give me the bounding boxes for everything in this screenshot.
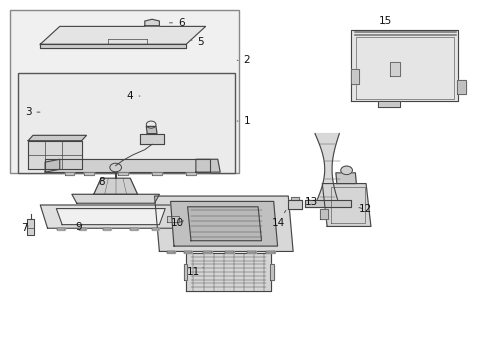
Polygon shape <box>56 208 165 225</box>
Polygon shape <box>146 126 157 134</box>
Polygon shape <box>28 141 81 169</box>
Polygon shape <box>246 251 255 253</box>
Text: 13: 13 <box>305 197 318 207</box>
Polygon shape <box>196 159 220 172</box>
Text: 12: 12 <box>358 204 371 214</box>
Bar <box>19 73 234 173</box>
Polygon shape <box>28 135 86 141</box>
Polygon shape <box>314 134 339 205</box>
Polygon shape <box>130 228 137 230</box>
Polygon shape <box>186 172 196 175</box>
Polygon shape <box>64 172 74 175</box>
Polygon shape <box>351 69 358 84</box>
Polygon shape <box>118 172 127 175</box>
Polygon shape <box>40 205 181 228</box>
Text: 6: 6 <box>169 18 184 28</box>
Text: 2: 2 <box>237 55 250 65</box>
Polygon shape <box>290 197 298 201</box>
Polygon shape <box>152 172 162 175</box>
Polygon shape <box>266 251 275 253</box>
Text: 3: 3 <box>25 107 40 117</box>
Polygon shape <box>45 159 60 172</box>
Polygon shape <box>305 200 351 207</box>
Polygon shape <box>187 207 261 241</box>
Polygon shape <box>183 251 192 253</box>
Polygon shape <box>166 216 179 222</box>
Text: 7: 7 <box>21 223 28 233</box>
Polygon shape <box>72 194 159 203</box>
Polygon shape <box>144 19 159 26</box>
Circle shape <box>110 163 121 172</box>
Polygon shape <box>183 264 187 280</box>
Text: 9: 9 <box>76 222 82 232</box>
Polygon shape <box>319 208 327 219</box>
Text: 1: 1 <box>237 116 250 126</box>
Polygon shape <box>57 228 64 230</box>
Text: 8: 8 <box>98 177 104 187</box>
Polygon shape <box>103 228 111 230</box>
Polygon shape <box>457 80 465 94</box>
Polygon shape <box>79 228 86 230</box>
Bar <box>10 10 238 173</box>
Polygon shape <box>351 30 458 102</box>
Polygon shape <box>94 178 137 194</box>
Polygon shape <box>170 202 277 246</box>
Polygon shape <box>152 228 159 230</box>
Polygon shape <box>45 159 210 172</box>
Polygon shape <box>84 172 94 175</box>
Polygon shape <box>154 196 292 251</box>
Polygon shape <box>322 184 370 226</box>
Polygon shape <box>270 264 273 280</box>
Polygon shape <box>287 200 301 208</box>
Polygon shape <box>27 219 34 235</box>
Text: 10: 10 <box>170 218 183 228</box>
Polygon shape <box>140 134 164 144</box>
Polygon shape <box>186 253 271 291</box>
Text: 4: 4 <box>127 91 140 101</box>
Text: 15: 15 <box>378 16 391 26</box>
Polygon shape <box>203 251 211 253</box>
Polygon shape <box>224 251 233 253</box>
Text: 5: 5 <box>191 37 203 48</box>
Polygon shape <box>40 44 186 48</box>
Text: 11: 11 <box>186 267 203 277</box>
Polygon shape <box>335 173 356 184</box>
Circle shape <box>340 166 352 175</box>
Polygon shape <box>389 62 399 76</box>
Polygon shape <box>40 26 205 44</box>
Polygon shape <box>166 251 175 253</box>
Text: 14: 14 <box>271 210 285 228</box>
Polygon shape <box>377 101 399 107</box>
